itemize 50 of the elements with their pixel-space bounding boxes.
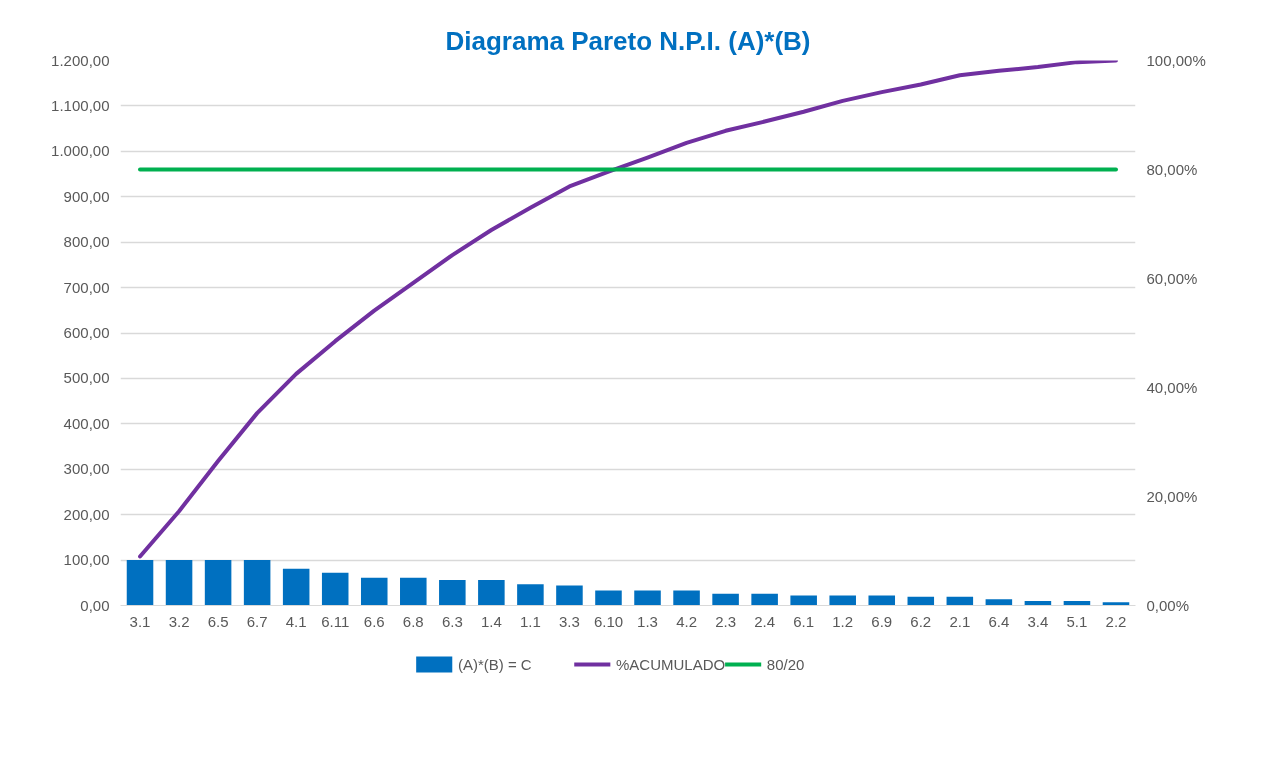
x-tick-label: 6.7 [246, 612, 268, 630]
x-tick-label: 3.1 [129, 612, 151, 630]
legend-label: (A)*(B) = C [457, 656, 532, 673]
y-tick-label: 600,00 [63, 324, 110, 341]
y-tick-label: 1.000,00 [51, 142, 110, 160]
x-tick-label: 6.10 [593, 612, 624, 630]
x-tick-label: 6.1 [793, 612, 815, 630]
y-tick-label: 100,00 [63, 551, 110, 569]
x-tick-label: 6.4 [988, 612, 1010, 630]
y2-tick-label: 60,00% [1146, 270, 1198, 287]
x-tick-label: 3.4 [1027, 612, 1049, 630]
x-tick-label: 1.1 [519, 612, 541, 630]
x-tick-label: 4.1 [285, 612, 307, 630]
x-tick-label: 6.5 [207, 612, 229, 630]
legend-label: 80/20 [766, 656, 805, 673]
x-tick-label: 2.1 [949, 612, 971, 630]
y-tick-label: 200,00 [63, 505, 110, 523]
x-tick-label: 6.8 [402, 612, 424, 630]
y2-tick-label: 80,00% [1146, 161, 1198, 178]
legend-label: %ACUMULADO [615, 656, 726, 673]
line-series [138, 60, 1118, 559]
x-tick-label: 6.11 [321, 612, 350, 630]
y2-tick-label: 20,00% [1146, 488, 1198, 505]
y-tick-label: 700,00 [63, 278, 110, 296]
y-tick-label: 1.100,00 [51, 96, 110, 114]
y-tick-label: 0,00 [80, 596, 110, 614]
x-tick-label: 2.2 [1105, 612, 1127, 630]
y-tick-label: 900,00 [63, 187, 110, 205]
x-tick-label: 4.2 [676, 612, 697, 630]
y2-tick-label: 40,00% [1146, 379, 1198, 396]
y2-tick-label: 100,00% [1146, 52, 1206, 69]
y-tick-label: 400,00 [63, 414, 110, 432]
x-tick-label: 1.4 [480, 612, 502, 630]
chart-title: Diagrama Pareto N.P.I. (A)*(B) [445, 25, 811, 56]
x-tick-label: 6.2 [910, 612, 932, 630]
y-tick-label: 1.200,00 [51, 51, 110, 69]
x-tick-label: 2.3 [715, 612, 737, 630]
y-tick-label: 300,00 [63, 460, 110, 478]
x-tick-label: 3.2 [168, 612, 190, 630]
x-tick-label: 3.3 [559, 612, 580, 630]
x-tick-label: 1.3 [637, 612, 658, 630]
y-tick-label: 800,00 [63, 233, 110, 251]
y2-tick-label: 0,00% [1146, 597, 1190, 614]
x-tick-label: 6.3 [441, 612, 463, 630]
x-tick-label: 1.2 [832, 612, 854, 630]
x-tick-label: 6.9 [871, 612, 893, 630]
y-tick-label: 500,00 [63, 369, 110, 387]
x-tick-label: 5.1 [1066, 612, 1088, 630]
x-tick-label: 2.4 [754, 612, 776, 630]
x-tick-label: 6.6 [363, 612, 385, 630]
